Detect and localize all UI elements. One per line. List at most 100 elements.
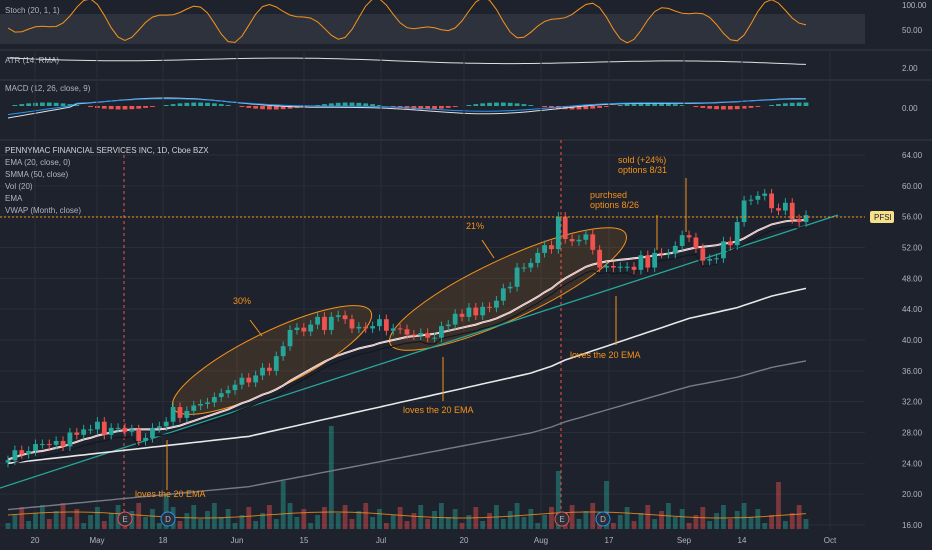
- macd-bar: [260, 106, 265, 110]
- volume-bar: [81, 523, 87, 529]
- dividend-marker[interactable]: [595, 511, 611, 527]
- candle: [39, 439, 45, 449]
- earnings-marker[interactable]: [117, 511, 133, 527]
- volume-bar: [693, 515, 699, 529]
- volume-ma-line: [7, 511, 807, 519]
- macd-bar: [645, 102, 651, 106]
- candle: [246, 373, 252, 388]
- macd-bar: [390, 106, 396, 108]
- candle: [521, 262, 527, 273]
- volume-bar: [776, 482, 781, 529]
- candle: [404, 324, 410, 340]
- candle-body: [631, 266, 637, 270]
- volume-bar: [12, 515, 18, 529]
- candle: [438, 321, 444, 343]
- candle-body: [280, 346, 286, 357]
- candle: [782, 198, 788, 216]
- macd-bar: [631, 103, 637, 106]
- candle-body: [315, 316, 320, 325]
- candle: [542, 240, 547, 258]
- candle: [666, 249, 671, 259]
- candle: [95, 417, 100, 435]
- volume-bar: [156, 523, 162, 529]
- candle: [239, 373, 245, 390]
- volume-bar: [624, 507, 630, 529]
- smma-line: [7, 360, 807, 511]
- event-markers[interactable]: E D E D: [117, 511, 611, 527]
- volume-bar: [33, 513, 38, 529]
- candle: [129, 424, 135, 437]
- volume-bar: [177, 521, 183, 529]
- time-tick-label: 15: [300, 536, 309, 545]
- macd-bar: [666, 103, 671, 106]
- candle: [679, 230, 685, 251]
- candle-body: [583, 234, 589, 240]
- candle-body: [342, 315, 348, 320]
- candle-body: [590, 234, 596, 250]
- vwap-line: [7, 225, 807, 467]
- candle-body: [755, 195, 761, 200]
- candle-body: [232, 384, 238, 391]
- volume-bar: [150, 509, 155, 529]
- candle-body: [721, 241, 726, 259]
- volume-bar: [459, 523, 465, 529]
- macd-bar: [494, 102, 499, 106]
- time-tick-label: 14: [738, 536, 747, 545]
- macd-bar: [604, 106, 609, 107]
- candle: [370, 321, 376, 334]
- macd-bar: [652, 102, 658, 106]
- macd-bar: [198, 102, 204, 106]
- candle: [576, 235, 582, 246]
- volume-bar: [555, 471, 561, 529]
- candle-body: [535, 252, 541, 263]
- candle: [583, 229, 589, 245]
- volume-bar: [500, 519, 506, 529]
- macd-bar: [700, 106, 706, 108]
- candle: [260, 363, 265, 381]
- time-tick-label: May: [89, 536, 104, 545]
- volume-bar: [232, 523, 238, 529]
- macd-signal-line: [7, 98, 807, 116]
- dividend-marker[interactable]: [160, 511, 176, 527]
- candle: [707, 254, 713, 266]
- volume-bar: [342, 505, 348, 529]
- candle: [741, 195, 747, 227]
- candle: [5, 455, 11, 468]
- volume-bar: [741, 503, 747, 529]
- macd-bar: [122, 106, 128, 110]
- candle: [122, 423, 128, 437]
- volume-bar: [301, 509, 307, 529]
- volume-bar: [370, 517, 376, 529]
- candle: [53, 436, 59, 450]
- candle: [170, 402, 176, 427]
- candle: [494, 296, 499, 313]
- annotation-30pct: 30%: [233, 296, 251, 306]
- macd-bar: [177, 103, 183, 106]
- ticker-label: PFSI: [874, 213, 892, 222]
- indicator-vol: Vol (20): [5, 182, 33, 191]
- candle-body: [604, 266, 609, 268]
- candle: [686, 230, 692, 243]
- macd-bar: [26, 103, 32, 106]
- price-tick-label: 20.00: [902, 490, 923, 499]
- candle-body: [108, 427, 114, 435]
- candle: [645, 250, 651, 273]
- legend: PENNYMAC FINANCIAL SERVICES INC, 1D, Cbo…: [5, 146, 209, 215]
- candle: [459, 309, 465, 322]
- candle-body: [748, 199, 754, 201]
- candle: [769, 188, 775, 213]
- candle-body: [163, 421, 169, 427]
- stoch-tick-100: 100.00: [902, 1, 927, 10]
- ticker-badge: [870, 211, 894, 223]
- macd-bar: [438, 106, 444, 109]
- time-tick-label: Sep: [677, 536, 692, 545]
- macd-bar: [115, 106, 121, 110]
- candle-body: [191, 405, 197, 411]
- candle: [280, 341, 286, 361]
- indicator-smma50: SMMA (50, close): [5, 170, 68, 179]
- candle-body: [418, 333, 424, 336]
- earnings-marker[interactable]: [554, 511, 570, 527]
- candle: [19, 445, 25, 459]
- candle-body: [521, 267, 527, 269]
